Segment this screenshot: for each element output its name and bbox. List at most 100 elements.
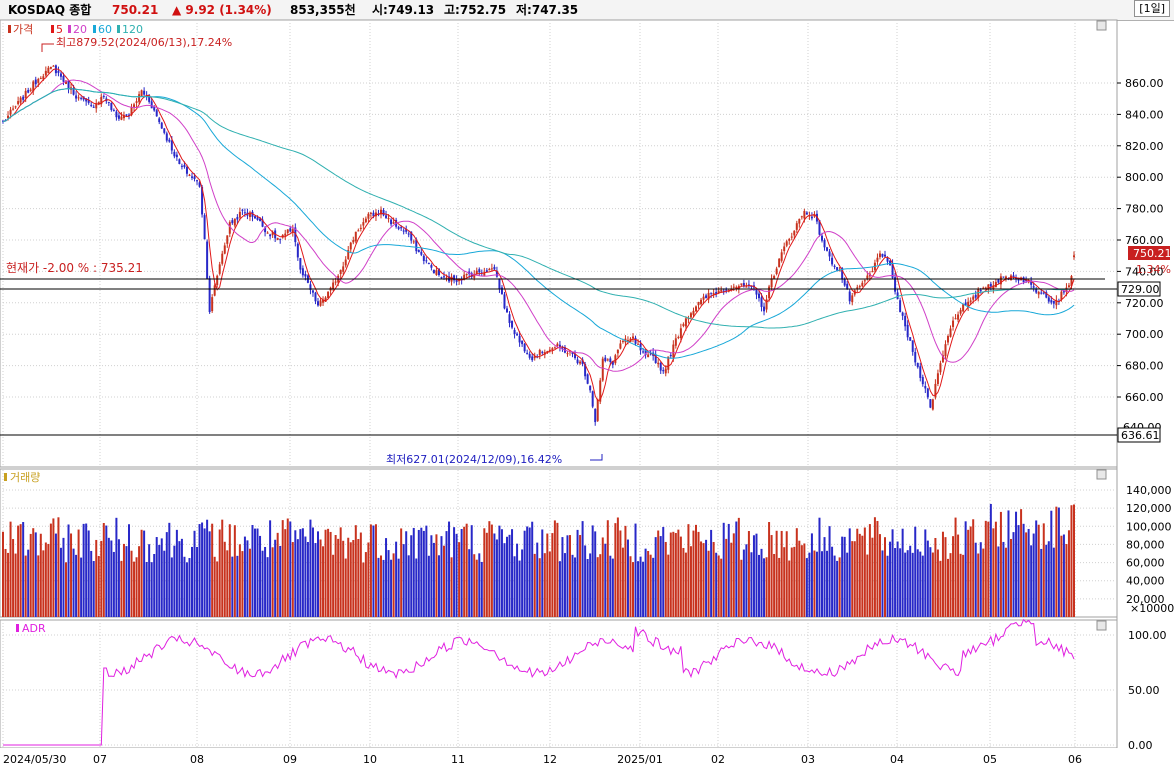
candle-body	[392, 222, 395, 224]
price-tick-label: 700.00	[1125, 328, 1164, 341]
candle-body	[553, 347, 556, 349]
volume-bar	[14, 553, 17, 617]
volume-bar	[246, 540, 249, 617]
volume-tick-label: 20,000	[1126, 593, 1165, 606]
candle-body	[936, 373, 939, 384]
volume-bar	[369, 524, 372, 617]
candle-body	[556, 343, 559, 346]
volume-tick-label: 40,000	[1126, 575, 1165, 588]
candle-body	[674, 338, 677, 346]
volume-bar	[138, 546, 141, 617]
volume-bar	[634, 523, 637, 617]
date-tick-label: 2025/01	[617, 753, 663, 766]
volume-bar	[314, 543, 317, 617]
candle-body	[347, 249, 350, 259]
ma120-line	[2, 88, 1075, 329]
candle-body	[755, 289, 758, 295]
volume-bar	[889, 541, 892, 617]
candle-body	[276, 237, 279, 240]
volume-bar	[853, 541, 856, 617]
volume-bar	[480, 561, 483, 617]
candle-body	[90, 104, 93, 106]
candle-body	[909, 337, 912, 341]
volume-bar	[367, 542, 370, 617]
volume-bar	[866, 554, 869, 617]
candle-body	[785, 241, 788, 246]
volume-bar	[732, 533, 735, 617]
volume-bar	[1030, 545, 1033, 617]
ma20-line	[2, 79, 1075, 372]
volume-bar	[758, 554, 760, 617]
volume-bar	[1052, 547, 1055, 617]
volume-bar	[546, 533, 549, 617]
volume-bar	[415, 558, 418, 617]
candle-body	[193, 176, 196, 179]
level-729-box	[1117, 281, 1161, 297]
volume-bar	[495, 539, 498, 617]
volume-bar	[871, 537, 874, 617]
candle-body	[589, 385, 592, 391]
candle-body	[747, 284, 750, 286]
volume-bar	[541, 529, 544, 617]
candle-body	[828, 251, 831, 257]
candle-body	[611, 360, 614, 365]
candle-body	[732, 286, 735, 288]
legend-ma60-swatch	[93, 25, 96, 33]
volume-bar	[735, 521, 738, 617]
candle-body	[972, 296, 975, 300]
candle-body	[294, 227, 297, 243]
candle-body	[621, 340, 624, 342]
candle-body	[964, 302, 967, 306]
candle-body	[805, 212, 808, 215]
candle-body	[1070, 276, 1073, 287]
candle-body	[836, 267, 839, 271]
price-panel-control[interactable]	[1096, 20, 1107, 31]
candle-body	[243, 212, 246, 214]
volume-bar	[750, 552, 753, 617]
candle-body	[715, 292, 718, 295]
adr-panel-control[interactable]	[1096, 620, 1107, 631]
candle-body	[541, 351, 544, 353]
volume-bar	[936, 549, 939, 617]
volume-bar	[1010, 538, 1012, 617]
price-tag: 750.21	[1133, 247, 1172, 260]
legend-volume-swatch	[4, 473, 7, 481]
volume-bar	[536, 542, 539, 617]
candle-body	[72, 87, 75, 95]
volume-bar	[170, 557, 173, 617]
candle-body	[334, 281, 337, 283]
candle-body	[453, 275, 456, 281]
volume-bar	[616, 517, 619, 617]
volume-bar	[556, 522, 559, 617]
candle-body	[52, 65, 55, 67]
volume-bar	[626, 539, 629, 617]
volume-bar	[810, 533, 813, 617]
volume-bar	[160, 538, 163, 617]
volume-bar	[400, 528, 403, 617]
volume-bar	[485, 532, 488, 617]
candle-body	[402, 230, 405, 232]
volume-bar	[465, 523, 468, 617]
candle-body	[687, 318, 690, 320]
candle-body	[632, 336, 634, 339]
volume-bar	[684, 552, 687, 617]
volume-bar	[644, 548, 647, 617]
volume-bar	[100, 540, 103, 617]
candle-body	[264, 227, 267, 233]
volume-bar	[155, 537, 158, 617]
volume-panel-control[interactable]	[1096, 469, 1107, 480]
volume-bar	[508, 534, 511, 617]
period-button[interactable]: [1일]	[1134, 0, 1170, 17]
candle-body	[1045, 292, 1048, 298]
volume-bar	[972, 519, 975, 617]
volume-bar	[228, 524, 231, 617]
candle-body	[841, 268, 844, 280]
volume-bar	[672, 531, 675, 617]
max-annotation-arrow	[41, 43, 54, 52]
candle-body	[992, 285, 995, 289]
candle-body	[919, 366, 922, 378]
candle-body	[22, 96, 25, 100]
volume-bar	[117, 539, 120, 617]
